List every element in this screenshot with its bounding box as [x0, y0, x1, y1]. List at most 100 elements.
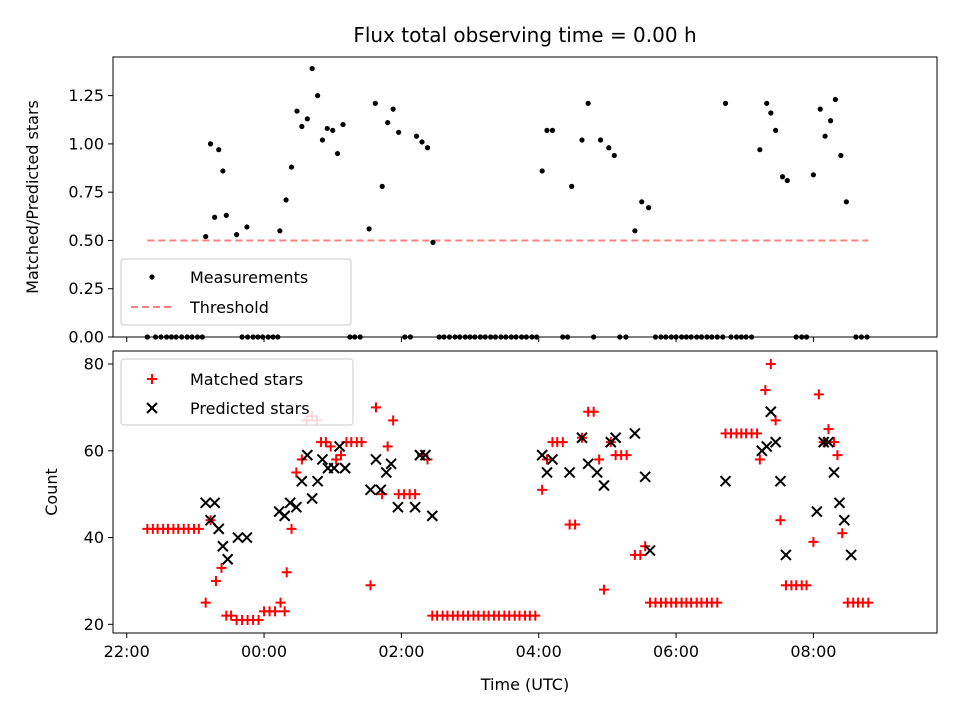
- measurement-point: [203, 233, 209, 240]
- measurement-point: [853, 334, 859, 340]
- measurement-point: [324, 125, 330, 132]
- measurement-point: [446, 334, 453, 340]
- measurement-point: [390, 106, 396, 112]
- measurement-point: [529, 334, 535, 340]
- measurement-point: [244, 334, 251, 340]
- measurement-point: [244, 224, 250, 230]
- measurement-point: [173, 334, 179, 340]
- measurement-point: [199, 334, 205, 340]
- matched-stars-point: [331, 454, 342, 465]
- measurement-point: [396, 129, 402, 135]
- measurement-point: [714, 334, 720, 340]
- measurement-point: [579, 137, 585, 143]
- measurement-point: [347, 334, 353, 340]
- measurement-point: [658, 334, 664, 340]
- top-ytick-label: 1.25: [68, 86, 104, 105]
- measurement-point: [184, 334, 190, 340]
- measurement-point: [275, 334, 281, 340]
- measurement-point: [843, 199, 849, 205]
- measurement-point: [810, 172, 817, 178]
- matched-stars-point: [832, 450, 843, 461]
- measurement-point: [250, 334, 256, 340]
- measurement-point: [646, 205, 652, 211]
- measurement-point: [597, 137, 604, 143]
- bottom-panel-xticks: 22:00 00:00 02:00 04:00 06:00 08:00: [104, 633, 836, 661]
- measurement-point: [452, 334, 458, 340]
- matched-stars-point: [765, 359, 776, 370]
- measurement-point: [283, 197, 289, 203]
- measurement-point: [352, 334, 358, 340]
- measurement-point: [611, 152, 617, 159]
- measurement-point: [436, 334, 442, 340]
- measurement-point: [728, 334, 734, 340]
- predicted-stars-point: [217, 540, 229, 552]
- measurement-point: [698, 334, 705, 340]
- matched-stars-point: [760, 385, 771, 396]
- predicted-stars-point: [370, 453, 382, 466]
- measurement-point: [518, 334, 525, 340]
- matched-stars-point: [382, 441, 393, 452]
- measurement-point: [709, 334, 715, 340]
- matched-stars-point: [193, 523, 204, 534]
- bottom-ytick-label: 80: [84, 355, 104, 374]
- predicted-stars-point: [208, 497, 221, 509]
- measurement-point: [832, 96, 838, 103]
- predicted-stars-point: [301, 449, 314, 461]
- bottom-legend-predicted-label: Predicted stars: [190, 399, 310, 418]
- matched-stars-point: [752, 428, 763, 439]
- bottom-ytick-label: 40: [84, 528, 104, 547]
- measurement-point: [688, 334, 694, 340]
- measurement-point: [288, 164, 295, 170]
- measurement-point: [482, 334, 488, 340]
- predicted-stars-point: [284, 497, 296, 509]
- measurement-point: [424, 145, 431, 151]
- measurement-point: [315, 93, 321, 99]
- top-panel-legend: Measurements Threshold: [120, 258, 352, 326]
- measurement-point: [477, 334, 483, 340]
- measurement-point: [632, 228, 638, 234]
- top-ytick-label: 0.00: [68, 328, 104, 347]
- top-legend-measurements-marker: [149, 274, 155, 280]
- matched-stars-point: [801, 580, 812, 591]
- bottom-xtick-label: 06:00: [653, 642, 699, 661]
- top-ytick-label: 0.50: [68, 231, 104, 250]
- predicted-stars-point: [296, 475, 308, 487]
- measurement-point: [793, 334, 799, 340]
- top-ytick-label: 1.00: [68, 134, 104, 153]
- measurement-point: [817, 106, 823, 112]
- measurement-point: [179, 334, 185, 340]
- matched-stars-point: [770, 415, 781, 426]
- measurement-point: [265, 334, 271, 340]
- measurement-point: [822, 133, 828, 139]
- measurement-point: [827, 118, 834, 124]
- predicted-stars-point: [811, 505, 823, 518]
- predicted-stars-point: [221, 553, 234, 565]
- measurement-point: [513, 334, 519, 340]
- predicted-stars-point: [199, 497, 212, 509]
- matched-stars-point: [325, 441, 336, 452]
- matched-stars-point: [275, 597, 286, 608]
- measurement-point: [158, 334, 164, 340]
- predicted-stars-point: [629, 427, 641, 440]
- matched-stars-point: [537, 484, 548, 495]
- predicted-stars-point: [380, 466, 393, 479]
- predicted-stars-point: [582, 458, 594, 470]
- matched-stars-point: [410, 489, 421, 500]
- predicted-stars-point: [419, 449, 432, 461]
- measurement-point: [623, 334, 629, 340]
- matched-stars-point: [594, 454, 605, 465]
- bottom-panel-yticks: 20 40 60 80: [84, 355, 113, 634]
- measurement-point: [413, 133, 420, 139]
- measurement-point: [498, 334, 504, 340]
- measurement-point: [722, 100, 729, 106]
- top-panel-ylabel: Matched/Predicted stars: [23, 100, 42, 294]
- predicted-stars-point: [780, 549, 792, 561]
- predicted-stars-point: [828, 466, 840, 479]
- measurement-point: [858, 334, 865, 340]
- measurement-point: [457, 334, 463, 340]
- measurement-point: [799, 334, 805, 340]
- matched-stars-point: [635, 549, 646, 560]
- matched-stars-point: [621, 450, 632, 461]
- predicted-stars-point: [774, 475, 787, 487]
- predicted-stars-point: [639, 471, 651, 483]
